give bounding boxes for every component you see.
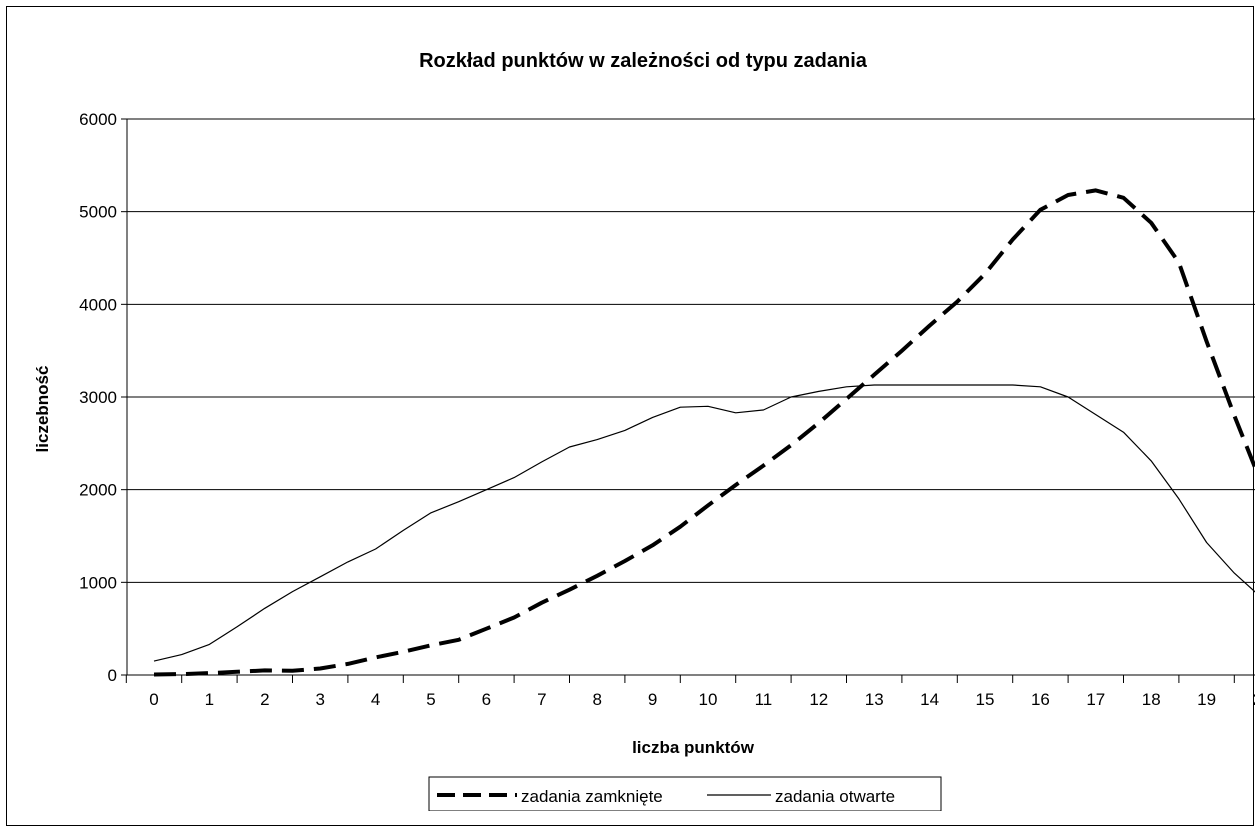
x-tick-label-3: 3 — [315, 690, 324, 709]
x-tick-label-2: 2 — [260, 690, 269, 709]
x-tick-label-20: 20 — [1253, 690, 1255, 709]
x-tick-label-1: 1 — [205, 690, 214, 709]
x-tick-label-7: 7 — [537, 690, 546, 709]
y-tick-label-2000: 2000 — [79, 481, 117, 500]
legend-label-zadania-otwarte: zadania otwarte — [775, 787, 895, 806]
y-tick-label-4000: 4000 — [79, 295, 117, 314]
axes — [121, 118, 1235, 683]
x-tick-label-10: 10 — [699, 690, 718, 709]
chart-svg: Rozkład punktów w zależności od typu zad… — [33, 50, 1255, 811]
y-tick-label-0: 0 — [108, 666, 117, 685]
legend: zadania zamknięte zadania otwarte — [428, 776, 942, 811]
legend-box — [428, 776, 942, 811]
x-tick-label-17: 17 — [1086, 690, 1105, 709]
x-tick-label-6: 6 — [482, 690, 491, 709]
x-tick-label-11: 11 — [755, 690, 773, 709]
y-tick-label-5000: 5000 — [79, 203, 117, 222]
x-tick-label-5: 5 — [426, 690, 435, 709]
x-tick-label-14: 14 — [920, 690, 939, 709]
y-tick-label-6000: 6000 — [79, 110, 117, 129]
x-tick-label-8: 8 — [592, 690, 601, 709]
grid-lines — [127, 118, 1255, 676]
series-line-zadania-otwarte — [153, 384, 1255, 662]
x-tick-label-12: 12 — [809, 690, 828, 709]
y-tick-label-3000: 3000 — [79, 388, 117, 407]
x-tick-label-9: 9 — [648, 690, 657, 709]
chart-frame: Rozkład punktów w zależności od typu zad… — [6, 6, 1255, 826]
x-axis-title: liczba punktów — [632, 738, 755, 757]
x-tick-label-13: 13 — [865, 690, 884, 709]
x-tick-label-18: 18 — [1142, 690, 1161, 709]
x-tick-label-16: 16 — [1031, 690, 1050, 709]
legend-label-zadania-zamkniete: zadania zamknięte — [521, 787, 663, 806]
x-tick-label-15: 15 — [976, 690, 995, 709]
series-line-zadania-zamkniete — [153, 188, 1255, 677]
x-tick-label-0: 0 — [149, 690, 158, 709]
chart-title: Rozkład punktów w zależności od typu zad… — [419, 50, 868, 72]
x-tick-label-19: 19 — [1197, 690, 1216, 709]
x-tick-label-4: 4 — [371, 690, 380, 709]
y-axis-title: liczebność — [33, 366, 52, 453]
series-lines — [153, 188, 1255, 677]
y-tick-label-1000: 1000 — [79, 573, 117, 592]
